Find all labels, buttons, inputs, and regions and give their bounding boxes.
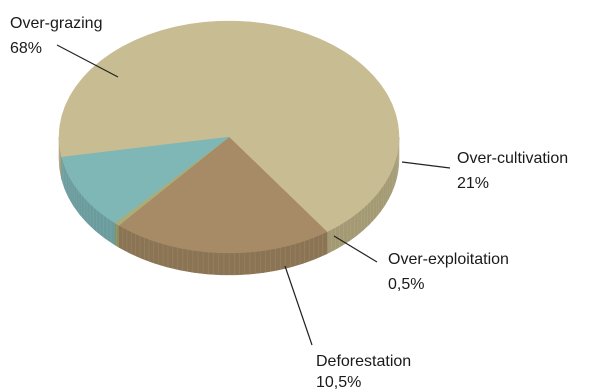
label-over-exploitation-name: Over-exploitation — [388, 251, 509, 268]
label-over-grazing-value: 68% — [10, 40, 42, 57]
label-over-grazing-name: Over-grazing — [10, 15, 102, 32]
leader-line-over-grazing — [56, 44, 119, 78]
label-deforestation-value: 10,5% — [316, 374, 361, 390]
slice-over-grazing — [58, 20, 400, 233]
label-deforestation-name: Deforestation — [316, 353, 411, 370]
slice-deforestation — [61, 136, 230, 224]
pie-slices — [58, 20, 400, 254]
leader-line-over-exploitation — [333, 235, 378, 263]
slice-labels: Over-grazing 68% Over-cultivation 21% Ov… — [10, 15, 568, 390]
leader-lines — [56, 44, 451, 346]
label-over-cultivation-name: Over-cultivation — [457, 150, 568, 167]
label-over-cultivation-value: 21% — [457, 175, 489, 192]
leader-line-over-cultivation — [401, 161, 451, 169]
label-over-exploitation-value: 0,5% — [388, 276, 424, 293]
slice-over-cultivation — [118, 136, 328, 254]
pie-side-walls — [58, 136, 400, 276]
leader-line-deforestation — [284, 265, 313, 346]
